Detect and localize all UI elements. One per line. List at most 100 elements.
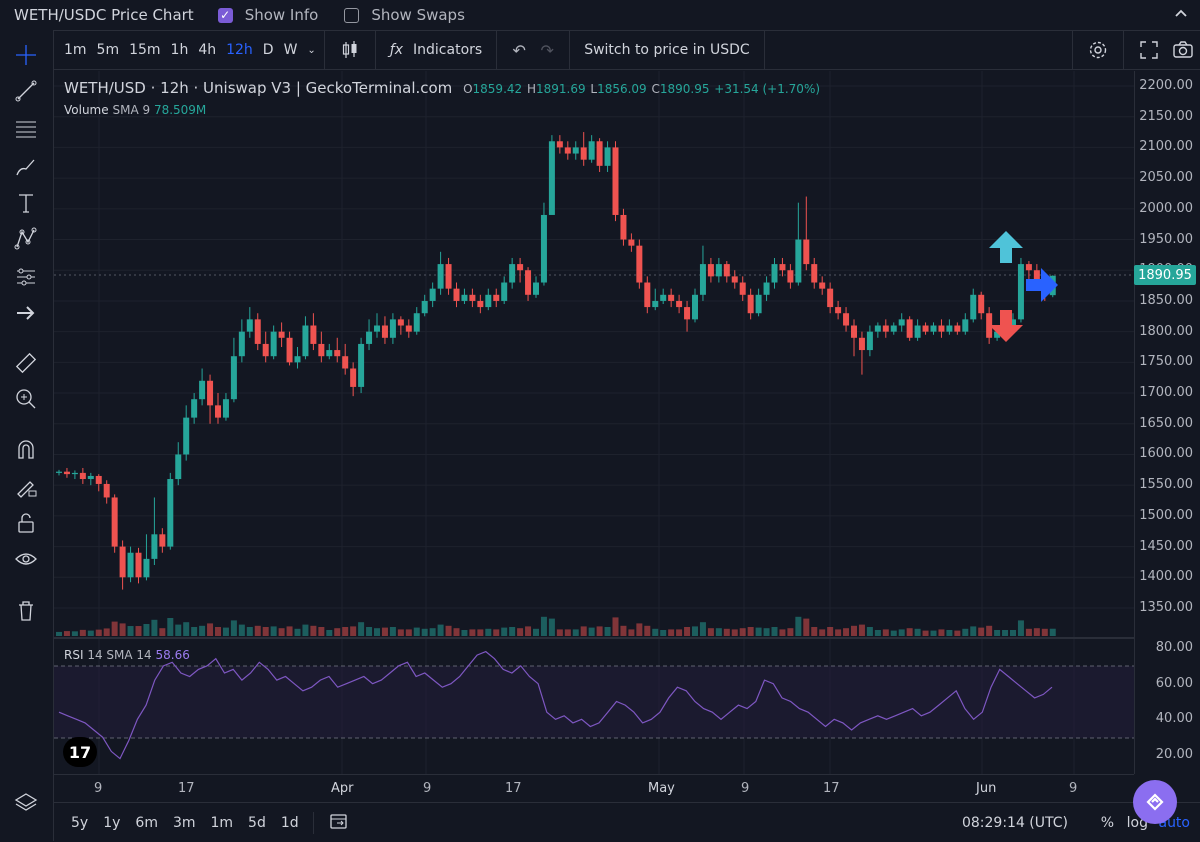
range-3m[interactable]: 3m (172, 814, 196, 831)
range-5d[interactable]: 5d (248, 814, 266, 831)
candle-body (684, 307, 691, 320)
range-1d[interactable]: 1d (280, 814, 299, 831)
forecast-icon[interactable] (8, 262, 44, 292)
volume-bar (835, 629, 842, 636)
candle-body (222, 399, 229, 418)
rsi-band (54, 666, 1134, 738)
range-5y[interactable]: 5y (71, 814, 89, 831)
layers-icon[interactable] (8, 788, 44, 818)
trash-icon[interactable] (8, 596, 44, 626)
candle-body (95, 475, 102, 484)
range-1y[interactable]: 1y (103, 814, 121, 831)
collapse-chevron-icon[interactable] (1174, 6, 1188, 22)
volume-value: 78.509M (153, 103, 207, 117)
brush-icon[interactable] (8, 152, 44, 182)
volume-bar (946, 630, 953, 636)
volume-bar (676, 629, 683, 636)
gecko-assistant-icon[interactable] (1133, 780, 1177, 824)
candle-body (580, 147, 587, 160)
undo-icon[interactable]: ↶ (512, 40, 526, 60)
ruler-icon[interactable] (8, 348, 44, 378)
tradingview-logo[interactable]: 17 (63, 737, 97, 767)
volume-bar (652, 628, 659, 636)
fullscreen-icon[interactable] (1132, 31, 1166, 69)
date-range-icon[interactable] (329, 812, 348, 834)
change-value: +31.54 (+1.70%) (714, 82, 821, 96)
toolbar-divider (1072, 30, 1073, 70)
candle-type-icon[interactable] (333, 31, 367, 69)
lock-drawing-icon[interactable] (8, 471, 44, 501)
camera-icon[interactable] (1166, 31, 1200, 69)
timeframe-12h[interactable]: 12h (226, 42, 253, 58)
volume-bar (421, 628, 428, 636)
timeframe-dropdown-chevron-icon[interactable]: ⌄ (307, 44, 316, 56)
toolbar-divider (569, 30, 571, 70)
horizontal-lines-icon[interactable] (8, 114, 44, 144)
candle-body (366, 331, 373, 344)
redo-icon[interactable]: ↷ (540, 40, 554, 60)
candle-body (779, 264, 786, 271)
price-tick-label: 1650.00 (1139, 415, 1193, 431)
arrow-right-icon[interactable] (8, 298, 44, 328)
timeframe-w[interactable]: W (283, 42, 298, 58)
down-arrow-icon[interactable] (989, 310, 1023, 342)
volume-bar (389, 627, 396, 636)
timeframe-15m[interactable]: 15m (129, 42, 161, 58)
candle-body (405, 325, 412, 332)
candle-body (342, 356, 349, 369)
checkbox-checked-icon[interactable]: ✓ (217, 7, 233, 23)
chart-plot-area[interactable] (54, 71, 1134, 774)
candle-body (970, 294, 977, 320)
toolbar-divider (763, 30, 765, 70)
show-info-checkbox[interactable]: ✓ Show Info (217, 6, 318, 24)
range-1m[interactable]: 1m (210, 814, 234, 831)
volume-bar (962, 628, 969, 636)
percent-toggle[interactable]: % (1100, 815, 1114, 831)
timeframe-d[interactable]: D (262, 42, 274, 58)
candle-body (858, 337, 865, 351)
chart-grid (54, 71, 1134, 774)
volume-bar (374, 628, 380, 636)
checkbox-unchecked-icon[interactable] (344, 7, 360, 23)
candle-body (230, 356, 237, 400)
range-6m[interactable]: 6m (135, 814, 158, 831)
trend-line-icon[interactable] (8, 76, 44, 106)
volume-bar (1017, 620, 1024, 636)
price-axis[interactable]: 2200.00 2150.00 2100.00 2050.00 2000.00 1950.… (1134, 71, 1200, 774)
time-label: 9 (94, 781, 103, 796)
volume-bar (493, 629, 500, 636)
toolbar-divider (374, 30, 376, 70)
eye-icon[interactable] (8, 544, 44, 574)
pattern-icon[interactable] (8, 224, 44, 254)
right-arrow-icon[interactable] (1026, 268, 1058, 302)
candle-body (747, 294, 754, 314)
crosshair-icon[interactable] (8, 40, 44, 70)
zoom-in-icon[interactable] (8, 384, 44, 414)
volume-bar (477, 629, 484, 636)
volume-bar (119, 623, 126, 636)
up-arrow-icon[interactable] (989, 231, 1023, 263)
volume-bar (906, 628, 913, 636)
time-axis[interactable]: 9 17 Apr 9 17 May 9 17 Jun 9 (54, 774, 1134, 803)
lock-icon[interactable] (8, 508, 44, 538)
candle-body (715, 264, 722, 277)
switch-price-button[interactable]: Switch to price in USDC (584, 42, 750, 58)
settings-gear-icon[interactable] (1081, 31, 1115, 69)
candle-body (739, 282, 746, 295)
symbol-label: WETH/USD · 12h · Uniswap V3 | GeckoTermi… (64, 79, 453, 97)
show-swaps-checkbox[interactable]: Show Swaps (344, 6, 465, 24)
text-tool-icon[interactable] (8, 188, 44, 218)
timeframe-4h[interactable]: 4h (198, 42, 217, 58)
candle-body (922, 325, 929, 332)
volume-bar (819, 629, 826, 636)
magnet-icon[interactable] (8, 435, 44, 465)
volume-bar (588, 627, 595, 636)
timeframe-1h[interactable]: 1h (170, 42, 189, 58)
candlesticks (56, 132, 1056, 590)
timeframe-1m[interactable]: 1m (64, 42, 87, 58)
indicators-button[interactable]: ƒx Indicators (390, 42, 482, 58)
time-label: Apr (331, 781, 354, 796)
utc-clock[interactable]: 08:29:14 (UTC) (961, 815, 1068, 831)
high-value: 1891.69 (535, 82, 586, 96)
timeframe-5m[interactable]: 5m (96, 42, 120, 58)
